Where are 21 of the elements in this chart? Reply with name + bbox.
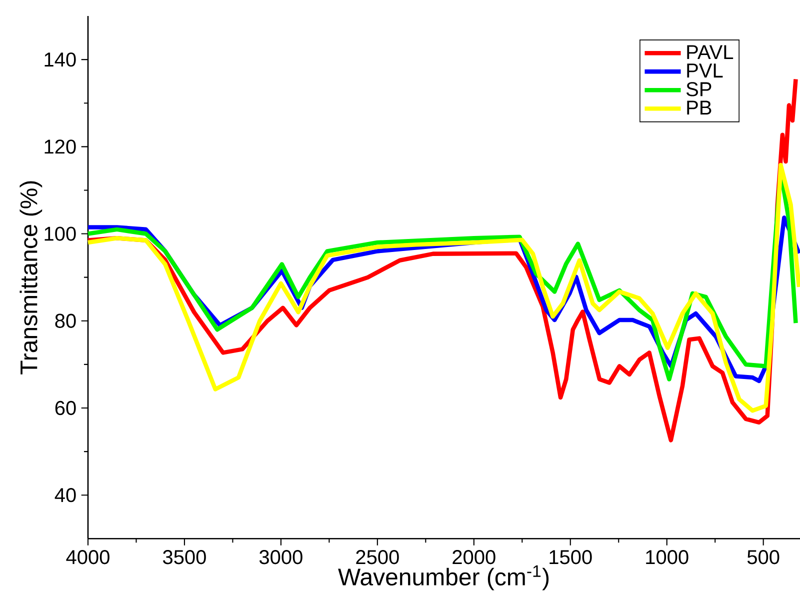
y-tick-label: 80 bbox=[55, 314, 76, 328]
legend-label: PVL bbox=[687, 64, 723, 78]
y-axis-title: Transmittance (%) bbox=[20, 181, 42, 374]
x-tick-label: 3000 bbox=[259, 550, 302, 564]
legend-label: PAVL bbox=[687, 45, 734, 60]
y-tick-label: 100 bbox=[44, 226, 76, 241]
y-tick-label: 40 bbox=[54, 488, 76, 502]
line-series bbox=[86, 162, 800, 413]
legend-label: PB bbox=[687, 100, 712, 114]
x-tick-label: 1500 bbox=[550, 550, 592, 564]
x-tick-label: 4000 bbox=[66, 550, 110, 564]
x-tick-label: 2000 bbox=[452, 550, 496, 564]
legend-label: SP bbox=[686, 82, 712, 96]
x-tick-label: 1000 bbox=[646, 550, 688, 564]
x-tick-label: 3500 bbox=[162, 550, 206, 564]
x-tick-label: 500 bbox=[747, 550, 780, 564]
x-tick-label: 2500 bbox=[356, 550, 399, 564]
y-tick-label: 140 bbox=[44, 52, 76, 67]
x-axis-title: Wavenumber (cm$^{-1}$) bbox=[338, 565, 549, 590]
y-tick-label: 60 bbox=[55, 400, 76, 416]
y-tick-label: 120 bbox=[44, 140, 76, 154]
